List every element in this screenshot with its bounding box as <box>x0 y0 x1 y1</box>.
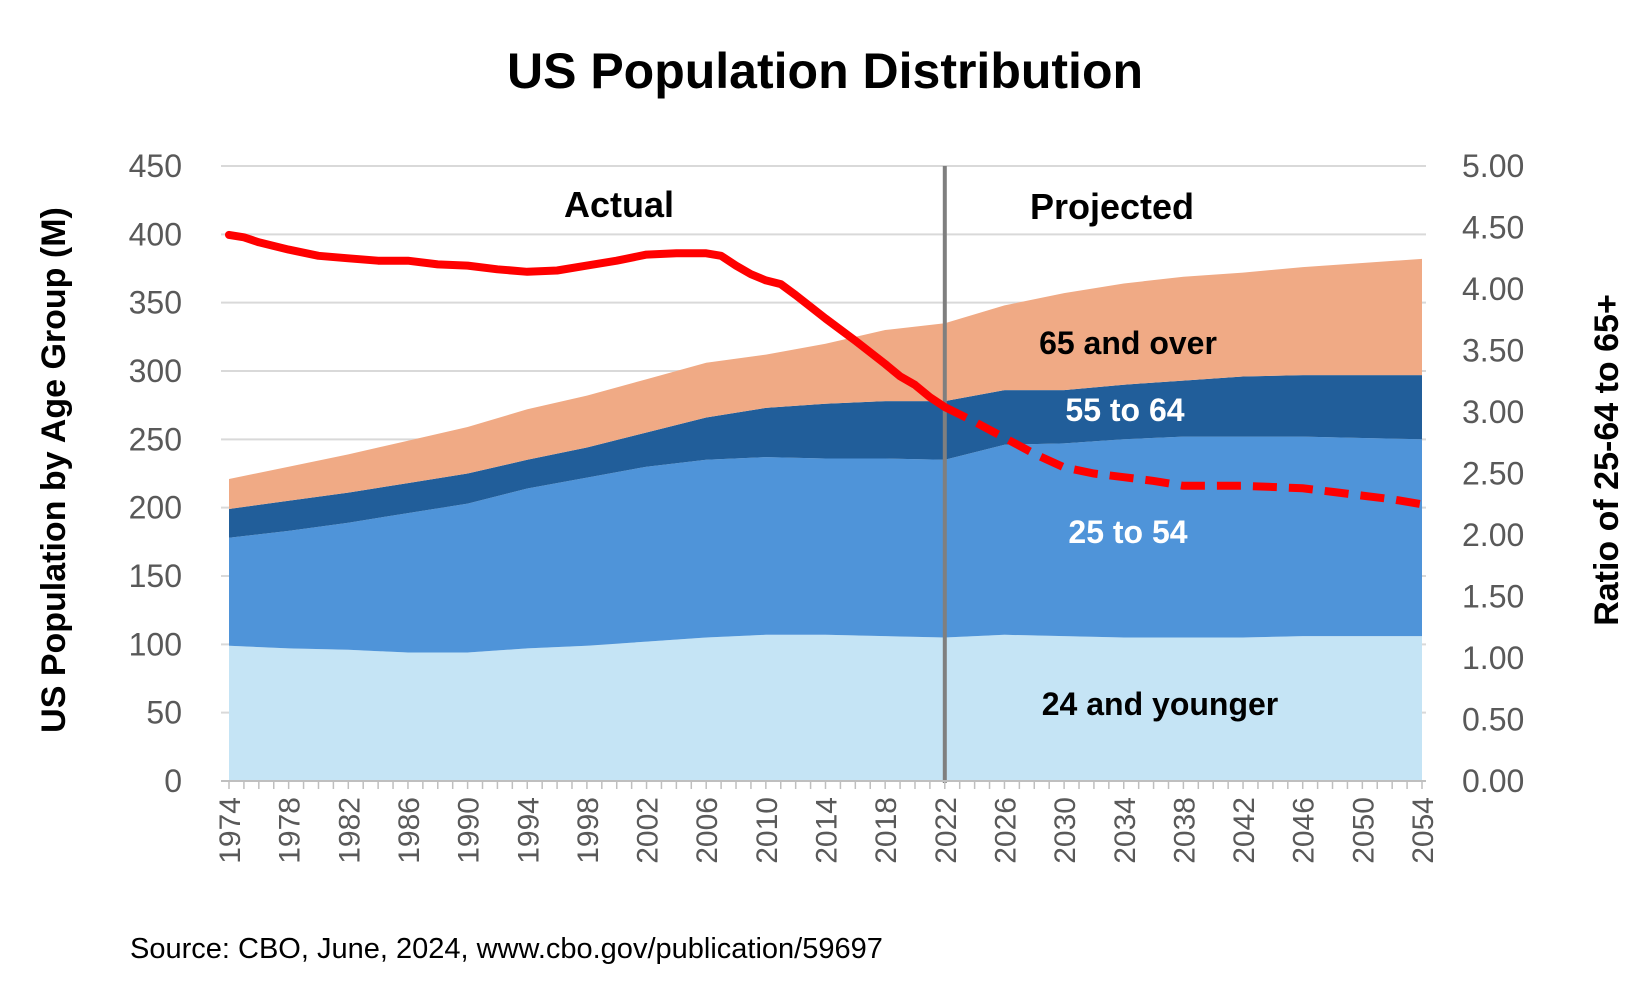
region-labels: Actual Projected <box>564 184 1194 227</box>
y-right-tick-label: 4.50 <box>1462 210 1524 246</box>
ratio-line-projected <box>943 403 1423 509</box>
ratio-line-actual <box>225 230 949 412</box>
chart-title: US Population Distribution <box>507 43 1143 99</box>
y-right-tick-label: 2.00 <box>1462 517 1524 553</box>
x-tick-label: 1974 <box>214 797 247 864</box>
x-tick-label: 1998 <box>572 797 605 864</box>
x-tick-label: 2022 <box>930 797 963 864</box>
y-left-tick-label: 0 <box>164 763 182 799</box>
band-labels: 65 and over 55 to 64 25 to 54 24 and you… <box>1039 325 1278 722</box>
y-right-tick-label: 4.00 <box>1462 271 1524 307</box>
y-left-tick-label: 100 <box>129 626 182 662</box>
y-left-tick-label: 200 <box>129 490 182 526</box>
y-left-tick-label: 250 <box>129 421 182 457</box>
x-tick-label: 2018 <box>870 797 903 864</box>
y-right-tick-label: 1.50 <box>1462 579 1524 615</box>
label-25-to-54: 25 to 54 <box>1068 514 1187 550</box>
area-24-and-younger <box>229 634 1422 781</box>
projected-label: Projected <box>1030 186 1194 227</box>
y-left-tick-label: 150 <box>129 558 182 594</box>
x-tick-label: 2034 <box>1109 797 1142 864</box>
y-right-tick-label: 3.50 <box>1462 333 1524 369</box>
x-tick-label: 2010 <box>751 797 784 864</box>
y-right-tick-label: 1.00 <box>1462 640 1524 676</box>
x-tick-label: 2002 <box>632 797 665 864</box>
y-right-tick-label: 0.00 <box>1462 763 1524 799</box>
source-note: Source: CBO, June, 2024, www.cbo.gov/pub… <box>130 933 883 965</box>
x-tick-label: 2046 <box>1288 797 1321 864</box>
x-axis: 1974 1978 1982 1986 1990 1994 1998 2002 2006 2010… <box>214 780 1440 864</box>
stacked-areas <box>229 258 1422 781</box>
x-tick-label: 2038 <box>1168 797 1201 864</box>
x-tick-label: 1986 <box>393 797 426 864</box>
y-axis-right-title: Ratio of 25-64 to 65+ <box>1588 294 1626 626</box>
y-left-tick-label: 300 <box>129 353 182 389</box>
area-25-to-54 <box>229 436 1422 653</box>
label-55-to-64: 55 to 64 <box>1065 392 1184 428</box>
y-axis-right: 0.00 0.50 1.00 1.50 2.00 2.50 3.00 3.50 4.00 4.50… <box>1462 148 1524 799</box>
y-axis-left: 0 50 100 150 200 250 300 350 400 450 <box>129 148 182 799</box>
x-tick-label: 2054 <box>1407 797 1440 864</box>
x-tick-label: 1994 <box>512 797 545 864</box>
y-right-tick-label: 0.50 <box>1462 702 1524 738</box>
y-right-tick-label: 3.00 <box>1462 394 1524 430</box>
label-24-and-younger: 24 and younger <box>1042 686 1279 722</box>
y-left-tick-label: 400 <box>129 216 182 252</box>
x-tick-label: 2030 <box>1049 797 1082 864</box>
area-65-and-over <box>229 258 1422 509</box>
x-tick-label: 2050 <box>1347 797 1380 864</box>
actual-label: Actual <box>564 184 674 225</box>
x-tick-label: 2006 <box>691 797 724 864</box>
y-left-tick-label: 450 <box>129 148 182 184</box>
label-65-and-over: 65 and over <box>1039 325 1217 361</box>
x-tick-label: 2042 <box>1228 797 1261 864</box>
x-tick-label: 1990 <box>453 797 486 864</box>
x-tick-label: 2014 <box>811 797 844 864</box>
area-55-to-64 <box>229 375 1422 538</box>
y-left-tick-label: 350 <box>129 285 182 321</box>
y-right-tick-label: 2.50 <box>1462 456 1524 492</box>
y-left-tick-label: 50 <box>146 695 182 731</box>
x-tick-label: 2026 <box>989 797 1022 864</box>
ratio-line <box>225 230 1423 509</box>
x-tick-label: 1982 <box>333 797 366 864</box>
x-tick-label: 1978 <box>274 797 307 864</box>
y-right-tick-label: 5.00 <box>1462 148 1524 184</box>
y-axis-left-title: US Population by Age Group (M) <box>35 207 73 733</box>
